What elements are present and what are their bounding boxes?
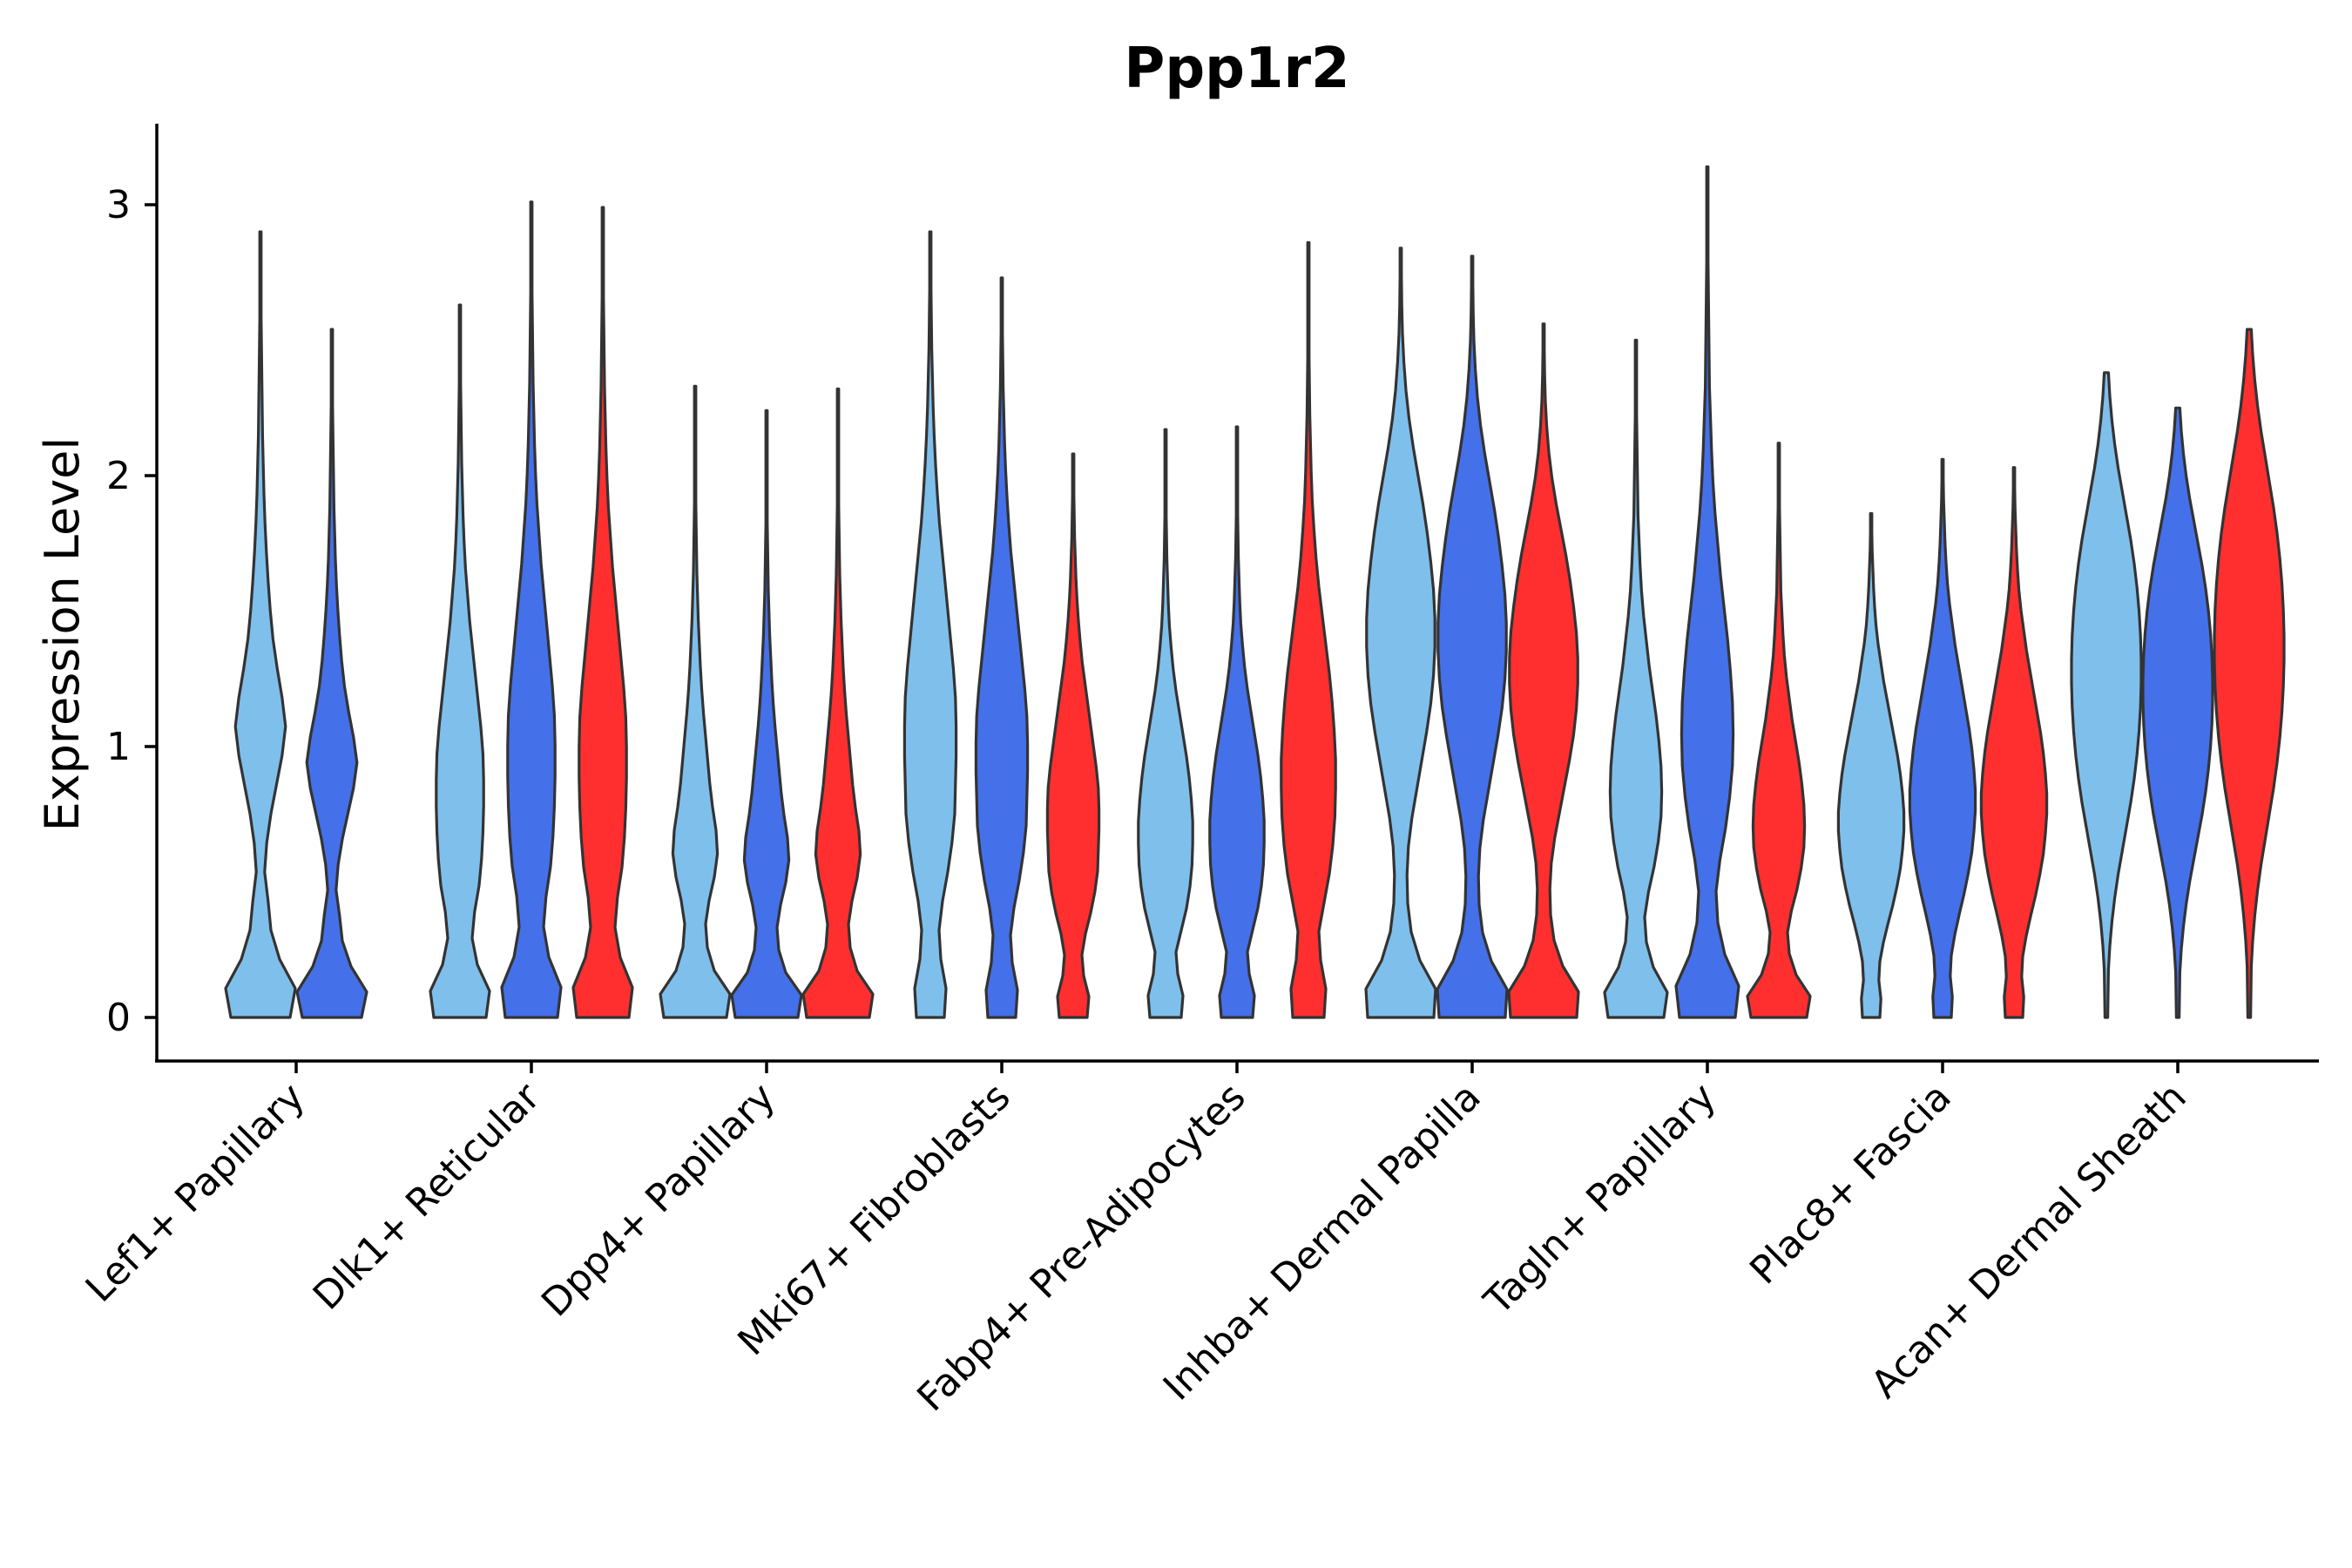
- x-tick-label: Tagln+ Papillary: [1476, 1075, 1725, 1324]
- violin: [1045, 452, 1101, 1019]
- violin: [1746, 442, 1812, 1019]
- violin: [571, 206, 634, 1019]
- violins-layer: [224, 165, 2286, 1019]
- y-tick-label: 3: [106, 183, 131, 227]
- violin: [2070, 371, 2143, 1019]
- violin: [730, 409, 803, 1019]
- violin: [1979, 466, 2049, 1019]
- x-tick-label: Dlk1+ Reticular: [305, 1074, 550, 1319]
- violin: [974, 276, 1030, 1019]
- x-tick-label: Dpp4+ Papillary: [533, 1075, 784, 1326]
- y-tick-label: 0: [106, 996, 131, 1040]
- violin: [500, 200, 563, 1019]
- violin: [1208, 425, 1266, 1019]
- y-axis-label: Expression Level: [35, 437, 90, 832]
- violin: [1364, 247, 1437, 1019]
- x-tick-label: Plac8+ Fascia: [1741, 1075, 1960, 1294]
- y-tick-label: 2: [106, 454, 131, 498]
- violin: [1436, 254, 1509, 1019]
- violin: [224, 230, 297, 1019]
- violin: [1836, 511, 1906, 1019]
- chart-title: Ppp1r2: [1124, 37, 1349, 101]
- violin: [2213, 328, 2286, 1019]
- violin: [429, 303, 491, 1019]
- violin: [1908, 457, 1977, 1019]
- violin: [1603, 338, 1669, 1019]
- violin: [1280, 240, 1337, 1019]
- x-tick-label: Lef1+ Papillary: [78, 1075, 314, 1311]
- violin: [295, 328, 368, 1019]
- violin: [659, 384, 732, 1019]
- violin: [1507, 322, 1580, 1019]
- y-axis-ticks: 0 1 2 3: [106, 183, 157, 1040]
- violin: [1137, 428, 1194, 1019]
- violin: [902, 230, 958, 1019]
- violin: [1674, 165, 1740, 1019]
- y-tick-label: 1: [106, 725, 131, 769]
- violin: [801, 387, 875, 1019]
- violin: [2141, 406, 2214, 1019]
